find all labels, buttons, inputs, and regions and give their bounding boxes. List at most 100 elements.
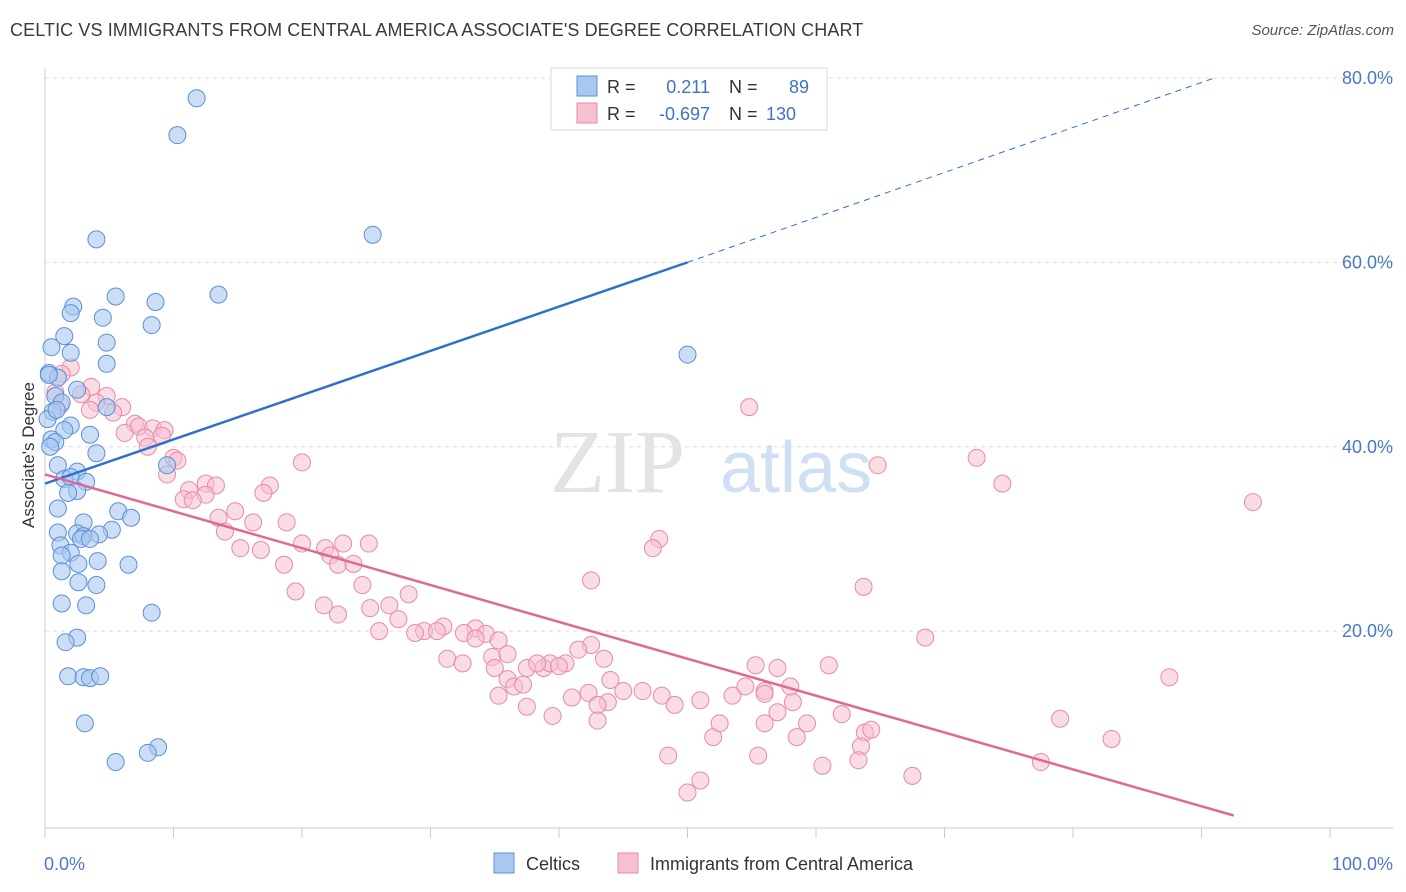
immigrants-point bbox=[543, 706, 562, 725]
celtics-trendline bbox=[44, 261, 688, 485]
celtics-point bbox=[59, 483, 78, 502]
celtics-point bbox=[142, 316, 161, 335]
immigrants-point bbox=[438, 649, 457, 668]
immigrants-point bbox=[1051, 709, 1070, 728]
immigrants-point bbox=[798, 714, 817, 733]
celtics-point bbox=[106, 287, 125, 306]
y-tick-label: 40.0% bbox=[1342, 437, 1393, 457]
immigrants-point bbox=[813, 756, 832, 775]
celtics-point bbox=[52, 546, 71, 565]
celtics-point bbox=[122, 508, 141, 527]
immigrants-point bbox=[226, 502, 245, 521]
x-tick-label-min: 0.0% bbox=[44, 854, 85, 874]
immigrants-point bbox=[594, 649, 613, 668]
immigrants-point bbox=[588, 695, 607, 714]
immigrants-n-label: N = bbox=[729, 104, 758, 124]
celtics-point bbox=[69, 573, 88, 592]
celtics-point bbox=[142, 603, 161, 622]
immigrants-point bbox=[251, 541, 270, 559]
immigrants-point bbox=[370, 622, 389, 641]
immigrants-point bbox=[862, 720, 881, 739]
celtics-n-label: N = bbox=[729, 77, 758, 97]
immigrants-legend-swatch bbox=[617, 852, 639, 874]
celtics-point bbox=[363, 225, 382, 244]
celtics-point bbox=[39, 365, 58, 384]
celtics-point bbox=[97, 354, 116, 373]
celtics-point bbox=[68, 380, 87, 399]
watermark-zip: ZIP bbox=[550, 413, 685, 512]
celtics-point bbox=[97, 398, 116, 417]
immigrants-point bbox=[334, 534, 353, 553]
trendlines bbox=[44, 77, 1234, 817]
y-tick-label: 20.0% bbox=[1342, 621, 1393, 641]
immigrants-point bbox=[665, 695, 684, 714]
celtics-point bbox=[56, 633, 75, 652]
immigrants-points bbox=[46, 358, 1262, 802]
immigrants-point bbox=[868, 456, 887, 475]
immigrants-point bbox=[755, 684, 774, 703]
immigrants-point bbox=[244, 513, 263, 532]
celtics-r-value: 0.211 bbox=[666, 77, 710, 97]
immigrants-point bbox=[903, 766, 922, 785]
immigrants-point bbox=[406, 623, 425, 642]
celtics-point bbox=[87, 576, 106, 595]
immigrants-point bbox=[314, 596, 333, 615]
immigrants-point bbox=[569, 640, 588, 659]
celtics-points bbox=[38, 89, 697, 772]
immigrants-point bbox=[514, 675, 533, 694]
immigrants-point bbox=[485, 659, 504, 677]
immigrants-point bbox=[231, 539, 250, 558]
immigrants-point bbox=[746, 656, 765, 675]
celtics-trendline-extension bbox=[687, 77, 1215, 263]
immigrants-n-value: 130 bbox=[766, 104, 796, 124]
immigrants-point bbox=[489, 686, 508, 705]
celtics-point bbox=[187, 89, 206, 108]
celtics-point bbox=[80, 529, 99, 548]
immigrants-point bbox=[832, 705, 851, 724]
celtics-point bbox=[158, 456, 177, 475]
immigrants-point bbox=[427, 622, 446, 641]
celtics-point bbox=[75, 714, 94, 733]
immigrants-point bbox=[588, 711, 607, 730]
celtics-point bbox=[106, 753, 125, 772]
immigrants-point bbox=[854, 577, 873, 596]
immigrants-point bbox=[787, 728, 806, 747]
immigrants-point bbox=[528, 654, 547, 673]
immigrants-point bbox=[652, 686, 671, 705]
immigrants-point bbox=[755, 714, 774, 733]
celtics-point bbox=[209, 285, 228, 304]
x-axis-ticks bbox=[44, 828, 1331, 838]
celtics-legend-label: Celtics bbox=[526, 854, 580, 874]
immigrants-point bbox=[916, 628, 935, 647]
immigrants-point bbox=[691, 771, 710, 790]
immigrants-swatch bbox=[576, 102, 598, 124]
celtics-point bbox=[88, 552, 107, 571]
immigrants-point bbox=[399, 585, 418, 604]
celtics-point bbox=[93, 308, 112, 327]
immigrants-point bbox=[277, 513, 296, 532]
immigrants-point bbox=[183, 491, 202, 510]
immigrants-point bbox=[1160, 668, 1179, 687]
y-tick-label: 80.0% bbox=[1342, 68, 1393, 88]
immigrants-point bbox=[453, 654, 472, 673]
immigrants-point bbox=[710, 714, 729, 733]
celtics-point bbox=[47, 400, 66, 419]
immigrants-point bbox=[498, 645, 517, 664]
immigrants-point bbox=[768, 659, 787, 677]
immigrants-point bbox=[579, 683, 598, 702]
bottom-legend: Celtics Immigrants from Central America bbox=[493, 852, 914, 874]
celtics-point bbox=[52, 562, 71, 581]
celtics-point bbox=[52, 594, 71, 613]
immigrants-point bbox=[489, 631, 508, 650]
y-tick-label: 60.0% bbox=[1342, 252, 1393, 272]
immigrants-point bbox=[723, 686, 742, 705]
immigrants-r-value: -0.697 bbox=[659, 104, 710, 124]
celtics-point bbox=[97, 333, 116, 352]
immigrants-point bbox=[601, 670, 620, 689]
celtics-point bbox=[41, 437, 60, 456]
immigrants-point bbox=[749, 746, 768, 765]
y-axis-label: Associate's Degree bbox=[19, 382, 38, 528]
celtics-point bbox=[69, 554, 88, 573]
celtics-point bbox=[119, 555, 138, 574]
